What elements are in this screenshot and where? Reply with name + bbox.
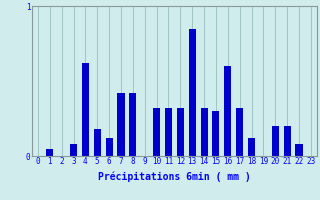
X-axis label: Précipitations 6min ( mm ): Précipitations 6min ( mm )	[98, 172, 251, 182]
Bar	[165, 108, 172, 156]
Bar	[295, 144, 303, 156]
Bar	[94, 129, 101, 156]
Bar	[284, 126, 291, 156]
Bar	[272, 126, 279, 156]
Bar	[201, 108, 208, 156]
Bar	[189, 28, 196, 156]
Bar	[236, 108, 243, 156]
Bar	[129, 93, 136, 156]
Bar	[153, 108, 160, 156]
Bar	[106, 138, 113, 156]
Bar	[177, 108, 184, 156]
Bar	[46, 148, 53, 156]
Bar	[212, 111, 220, 156]
Bar	[224, 66, 231, 156]
Bar	[70, 144, 77, 156]
Bar	[117, 93, 124, 156]
Bar	[248, 138, 255, 156]
Bar	[82, 63, 89, 156]
